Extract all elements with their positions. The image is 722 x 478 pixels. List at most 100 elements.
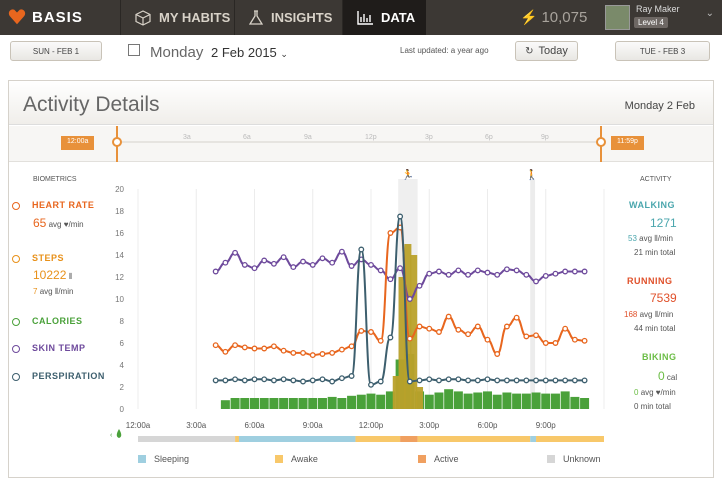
lightning-icon: ⚡ [520, 9, 538, 25]
perspiration-toggle[interactable]: PERSPIRATION [12, 371, 105, 381]
heart-rate-stat: 65 avg ♥/min [33, 216, 84, 230]
tab-my-habits-label: MY HABITS [159, 10, 231, 25]
brand-name: BASIS [32, 8, 83, 26]
skin-temp-label: SKIN TEMP [32, 343, 86, 353]
heart-logo-icon [8, 9, 26, 25]
user-name: Ray Maker [636, 4, 680, 14]
date-bar: SUN - FEB 1 Monday 2 Feb 2015 ⌄ Last upd… [0, 35, 722, 68]
running-avg: 168 avg ⦀/min [624, 310, 673, 320]
legend-swatch [138, 455, 146, 463]
activity-title: ACTIVITY [640, 176, 672, 183]
heart-rate-value: 65 [33, 216, 47, 230]
heart-rate-label: HEART RATE [32, 200, 95, 210]
steps-avg: 7 avg ⦀/min [33, 287, 73, 297]
panel-date: Monday 2 Feb [624, 100, 695, 112]
last-updated: Last updated: a year ago [400, 46, 489, 55]
timeline-end-handle[interactable]: 11:59p [611, 136, 644, 150]
tab-insights-label: INSIGHTS [271, 10, 333, 25]
biking-total: 0 min total [634, 402, 671, 411]
legend-active-label: Active [434, 454, 459, 464]
walking-label[interactable]: WALKING [629, 200, 675, 210]
checkmark-icon [12, 372, 20, 381]
timeline-tick: 3a [183, 134, 191, 141]
today-button[interactable]: ↻ Today [515, 41, 578, 61]
checkmark-icon [12, 201, 20, 210]
panel-title: Activity Details [23, 93, 160, 116]
top-nav: BASIS MY HABITS INSIGHTS DATA ⚡ 10,075 R… [0, 0, 722, 35]
timeline-tick: 6a [243, 134, 251, 141]
steps-toggle[interactable]: STEPS [12, 253, 64, 263]
timeline-tick: 9p [541, 134, 549, 141]
flask-icon [249, 9, 263, 25]
steps-label: STEPS [32, 253, 65, 263]
tab-data-label: DATA [381, 10, 416, 25]
user-menu[interactable]: Ray Maker Level 4 ⌄ [600, 0, 722, 35]
chevron-down-icon: ⌄ [280, 49, 288, 59]
legend-awake-label: Awake [291, 454, 318, 464]
running-avg-unit: avg ⦀/min [639, 310, 674, 319]
checkmark-icon [12, 317, 20, 326]
timeline-track [112, 126, 606, 162]
timeline-tick: 12p [365, 134, 377, 141]
legend-awake: Awake [275, 454, 318, 464]
legend-swatch [275, 455, 283, 463]
legend-swatch [418, 455, 426, 463]
next-day-label: TUE - FEB 3 [639, 46, 686, 56]
biking-cal-unit: cal [666, 373, 678, 382]
refresh-icon: ↻ [525, 45, 534, 57]
tab-data[interactable]: DATA [342, 0, 426, 35]
date-picker[interactable]: 2 Feb 2015 ⌄ [211, 45, 288, 60]
biking-avg: 0 avg ♥/min [634, 388, 676, 397]
calories-toggle[interactable]: CALORIES [12, 316, 83, 326]
heart-rate-unit: avg ♥/min [48, 220, 84, 229]
legend-unknown: Unknown [547, 454, 601, 464]
walking-avg-unit: avg ⦀/min [639, 234, 673, 243]
next-day-button[interactable]: TUE - FEB 3 [615, 41, 710, 61]
points-counter: ⚡ 10,075 [520, 0, 587, 35]
brand-logo[interactable]: BASIS [8, 8, 83, 26]
tab-insights[interactable]: INSIGHTS [234, 0, 342, 35]
timeline-start-handle[interactable]: 12:00a [61, 136, 95, 150]
prev-day-label: SUN - FEB 1 [32, 46, 80, 56]
calories-label: CALORIES [32, 316, 83, 326]
steps-icon: ⦀ [68, 272, 73, 281]
walking-avg-value: 53 [628, 234, 637, 243]
legend-sleeping-label: Sleeping [154, 454, 190, 464]
calendar-icon[interactable] [128, 44, 140, 56]
timeline-tick: 3p [425, 134, 433, 141]
biking-cal-value: 0 [658, 369, 665, 383]
prev-day-button[interactable]: SUN - FEB 1 [10, 41, 102, 61]
running-steps: 7539 [650, 291, 677, 305]
biking-avg-unit: avg ♥/min [640, 388, 676, 397]
day-date: 2 Feb 2015 [211, 45, 277, 60]
skin-temp-toggle[interactable]: SKIN TEMP [12, 343, 86, 353]
day-name: Monday [150, 44, 204, 61]
legend-sleeping: Sleeping [138, 454, 189, 464]
legend-swatch [547, 455, 555, 463]
panel-header: Activity Details Monday 2 Feb [9, 81, 713, 125]
tab-my-habits[interactable]: MY HABITS [120, 0, 233, 35]
steps-value: 10222 [33, 268, 67, 282]
running-label[interactable]: RUNNING [627, 276, 673, 286]
timeline-start-label: 12:00a [67, 138, 89, 145]
walking-steps: 1271 [650, 216, 677, 230]
user-level-badge: Level 4 [634, 17, 668, 28]
biking-cal: 0 cal [658, 369, 677, 383]
steps-stat: 10222 ⦀ [33, 268, 72, 282]
walking-total: 21 min total [634, 248, 676, 257]
avatar [605, 5, 630, 30]
biometrics-title: BIOMETRICS [33, 176, 77, 183]
biking-label[interactable]: BIKING [642, 352, 677, 362]
running-avg-value: 168 [624, 310, 638, 319]
running-total: 44 min total [634, 324, 676, 333]
points-value: 10,075 [541, 9, 588, 26]
checkmark-icon [12, 254, 20, 263]
activity-details-panel: Activity Details Monday 2 Feb 12:00a 11:… [8, 80, 714, 478]
legend-unknown-label: Unknown [563, 454, 601, 464]
perspiration-label: PERSPIRATION [32, 371, 105, 381]
legend-active: Active [418, 454, 459, 464]
timeline-scrubber[interactable]: 12:00a 11:59p 3a 6a 9a 12p 3p 6p 9p [9, 126, 713, 162]
heart-rate-toggle[interactable]: HEART RATE [12, 200, 94, 210]
cube-icon [135, 9, 151, 26]
steps-avg-value: 7 [33, 287, 38, 296]
